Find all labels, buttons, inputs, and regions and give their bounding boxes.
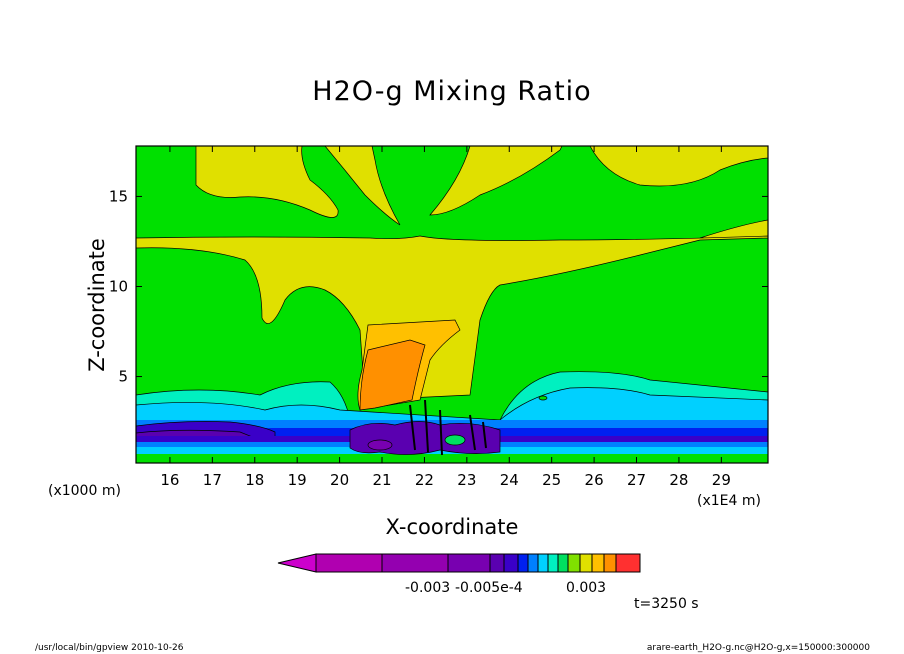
x-unit-left: (x1000 m) bbox=[48, 483, 121, 499]
colorbar-label-neg: -0.003 bbox=[405, 580, 451, 596]
colorbar-swatch bbox=[615, 553, 641, 573]
x-tick-label: 17 bbox=[203, 471, 222, 489]
colorbar-swatch bbox=[537, 553, 549, 573]
x-tick-label: 26 bbox=[585, 471, 604, 489]
x-unit-right: (x1E4 m) bbox=[697, 493, 761, 509]
colorbar-left-arrow bbox=[277, 553, 317, 573]
y-tick-label: 10 bbox=[109, 277, 128, 295]
plot-frame bbox=[135, 145, 769, 464]
footer-right: arare-earth_H2O-g.nc@H2O-g,x=150000:3000… bbox=[646, 643, 870, 653]
yellow-upper-mid bbox=[324, 146, 401, 226]
colorbar bbox=[277, 553, 641, 573]
yellow-upper-right bbox=[429, 146, 563, 216]
x-tick-label: 18 bbox=[245, 471, 264, 489]
x-tick-label: 23 bbox=[457, 471, 476, 489]
colorbar-swatch bbox=[489, 553, 505, 573]
turbulent-lines bbox=[409, 399, 487, 456]
small-blob bbox=[538, 395, 548, 401]
x-tick-label: 19 bbox=[288, 471, 307, 489]
orange-core bbox=[359, 339, 426, 411]
x-tick-label: 21 bbox=[372, 471, 391, 489]
purple-blob bbox=[367, 439, 393, 451]
green-blob bbox=[444, 434, 466, 446]
contour-fields bbox=[136, 146, 768, 463]
axes: 16 17 18 19 20 21 22 23 24 25 26 27 28 29 5 10 15 bbox=[109, 146, 768, 489]
colorbar-swatch bbox=[579, 553, 593, 573]
colorbar-swatch bbox=[557, 553, 569, 573]
yellow-upper-left bbox=[195, 146, 339, 218]
x-tick-label: 20 bbox=[330, 471, 349, 489]
x-tick-label: 27 bbox=[627, 471, 646, 489]
colorbar-swatch bbox=[567, 553, 581, 573]
yellow-upper-far-right bbox=[589, 146, 768, 187]
colorbar-swatch bbox=[381, 553, 449, 573]
colorbar-label-mid: -0.005e-4 bbox=[455, 580, 523, 596]
colorbar-swatch bbox=[517, 553, 529, 573]
x-tick-label: 25 bbox=[542, 471, 561, 489]
colorbar-swatch bbox=[315, 553, 383, 573]
yellow-anvil bbox=[136, 235, 768, 401]
colorbar-swatch bbox=[603, 553, 617, 573]
x-axis-label: X-coordinate bbox=[385, 515, 519, 539]
x-tick-label: 16 bbox=[160, 471, 179, 489]
cyan-band bbox=[136, 387, 768, 426]
turbulent-patch bbox=[349, 421, 501, 455]
x-tick-label: 24 bbox=[500, 471, 519, 489]
y-tick-label: 5 bbox=[118, 368, 128, 386]
colorbar-swatch bbox=[503, 553, 519, 573]
colorbar-swatch bbox=[547, 553, 559, 573]
colorbar-label-pos: 0.003 bbox=[566, 580, 607, 596]
y-tick-label: 15 bbox=[109, 187, 128, 205]
chart-title: H2O-g Mixing Ratio bbox=[312, 76, 592, 107]
x-tick-label: 28 bbox=[669, 471, 688, 489]
colorbar-swatch bbox=[527, 553, 539, 573]
time-label: t=3250 s bbox=[634, 596, 699, 612]
x-tick-label: 22 bbox=[415, 471, 434, 489]
colorbar-swatch bbox=[447, 553, 491, 573]
colorbar-swatch bbox=[591, 553, 605, 573]
bottom-green-band bbox=[136, 454, 768, 463]
footer-left: /usr/local/bin/gpview 2010-10-26 bbox=[35, 643, 184, 653]
x-tick-label: 29 bbox=[712, 471, 731, 489]
